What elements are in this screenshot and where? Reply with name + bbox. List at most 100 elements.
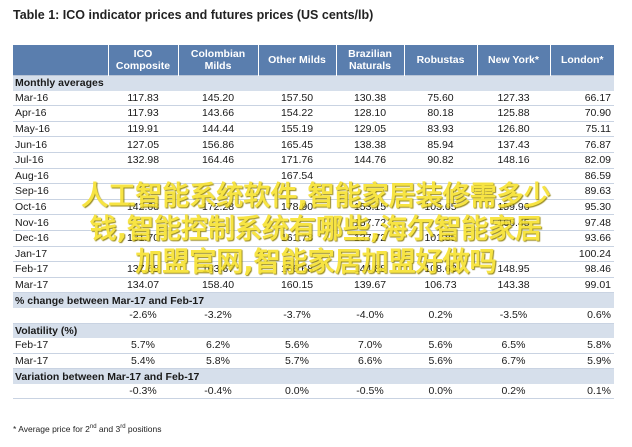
table-cell: 137.72 xyxy=(336,230,404,247)
row-label: May-16 xyxy=(13,121,108,138)
table-cell xyxy=(178,214,258,231)
row-label: Apr-16 xyxy=(13,105,108,122)
section-label: Volatility (%) xyxy=(13,322,614,339)
table-cell: 178.90 xyxy=(258,199,336,216)
table-cell xyxy=(178,246,258,263)
row-label: Nov-16 xyxy=(13,214,108,231)
table-cell xyxy=(404,183,477,200)
column-header: New York* xyxy=(476,45,550,76)
table-cell xyxy=(477,168,550,185)
row-label: Sep-16 xyxy=(13,183,108,200)
footnote-sup: rd xyxy=(120,424,126,431)
table-cell: 163.67 xyxy=(178,261,258,278)
table-cell: 76.87 xyxy=(550,136,614,153)
table-cell: 5.6% xyxy=(404,338,477,354)
table-cell: 5.8% xyxy=(550,338,614,354)
table-cell: 5.6% xyxy=(258,338,336,354)
table-cell: 156.86 xyxy=(178,136,258,153)
table-cell: 172.28 xyxy=(178,199,258,216)
summary-cell: -0.3% xyxy=(108,383,178,400)
table-cell: 100.24 xyxy=(550,246,614,263)
table-cell: 95.30 xyxy=(550,199,614,216)
table-cell: 5.6% xyxy=(404,353,477,370)
table-row: Oct-16 142.68 172.28 178.90 153.15 103.65 159.… xyxy=(13,199,614,216)
table-cell: 89.63 xyxy=(550,183,614,200)
summary-cell: -0.4% xyxy=(178,383,258,400)
table-cell: 82.09 xyxy=(550,152,614,169)
table-cell: 108.63 xyxy=(404,261,477,278)
table-cell xyxy=(108,214,178,231)
summary-cell: -2.6% xyxy=(108,307,178,324)
table-cell: 159.96 xyxy=(477,199,550,216)
table-cell: 134.07 xyxy=(108,277,178,294)
table-cell xyxy=(178,168,258,185)
table-cell: 125.88 xyxy=(477,105,550,122)
summary-cell: 0.0% xyxy=(258,383,336,400)
table-cell: 99.01 xyxy=(550,277,614,294)
footnote-prefix: * Average price for 2 xyxy=(13,424,90,434)
row-label: Mar-17 xyxy=(13,353,108,370)
table-cell: 6.5% xyxy=(477,338,550,354)
table-row: Jun-16 127.05 156.86 165.45 138.38 85.94 137.4… xyxy=(13,136,614,153)
table-cell: 6.6% xyxy=(336,353,404,370)
table-cell: 117.93 xyxy=(108,105,178,122)
table-cell: 153.15 xyxy=(336,199,404,216)
table-row: Aug-16 167.54 86.59 xyxy=(13,168,614,185)
summary-cell: 0.2% xyxy=(404,307,477,324)
table-cell xyxy=(108,183,178,200)
table-cell xyxy=(178,230,258,247)
table-cell xyxy=(477,230,550,247)
table-cell: 161.78 xyxy=(258,230,336,247)
section-header-row: Variation between Mar-17 and Feb-17 xyxy=(13,368,614,384)
summary-cell: 0.6% xyxy=(550,307,614,324)
table-cell xyxy=(258,246,336,263)
table-row: Nov-16 157.72 165.45 97.48 xyxy=(13,214,614,231)
table-title: Table 1: ICO indicator prices and future… xyxy=(13,8,374,22)
table-cell: 66.17 xyxy=(550,90,614,107)
section-header-row: Monthly averages xyxy=(13,74,614,91)
table-cell xyxy=(404,168,477,185)
table-body: Monthly averages Mar-16 117.83 145.20 157.50… xyxy=(13,74,614,400)
footnote: * Average price for 2nd and 3rd position… xyxy=(13,424,161,434)
row-label: Jun-16 xyxy=(13,136,108,153)
table-cell xyxy=(108,168,178,185)
table-cell: 5.8% xyxy=(178,353,258,370)
table-cell: 154.22 xyxy=(258,105,336,122)
row-label: Mar-16 xyxy=(13,90,108,107)
footnote-sup: nd xyxy=(89,424,97,431)
table-cell: 158.40 xyxy=(178,277,258,294)
row-label: Jan-17 xyxy=(13,246,108,263)
table-cell: 148.95 xyxy=(477,261,550,278)
table-cell: 6.7% xyxy=(477,353,550,370)
section-header-row: % change between Mar-17 and Feb-17 xyxy=(13,292,614,308)
table-cell: 7.0% xyxy=(336,338,404,354)
table-cell: 137.68 xyxy=(108,261,178,278)
table-cell: 117.83 xyxy=(108,90,178,107)
summary-cell: -3.2% xyxy=(178,307,258,324)
table-row: Feb-17 137.68 163.67 166.68 144.88 108.63 148.… xyxy=(13,261,614,278)
table-cell xyxy=(336,183,404,200)
column-header: Colombian Milds xyxy=(177,45,258,76)
table-row: Mar-16 117.83 145.20 157.50 130.38 75.60 127.3… xyxy=(13,90,614,107)
table-row: Apr-16 117.93 143.66 154.22 128.10 80.18 125.8… xyxy=(13,105,614,122)
table-cell: 103.65 xyxy=(404,199,477,216)
table-cell: 75.60 xyxy=(404,90,477,107)
table-cell: 144.76 xyxy=(336,152,404,169)
table-cell: 126.80 xyxy=(477,121,550,138)
column-header: Brazilian Naturals xyxy=(335,45,404,76)
table-cell: 83.93 xyxy=(404,121,477,138)
table-cell: 165.45 xyxy=(258,136,336,153)
table-cell: 157.72 xyxy=(336,214,404,231)
table-cell: 144.88 xyxy=(336,261,404,278)
section-label: Variation between Mar-17 and Feb-17 xyxy=(13,368,614,384)
table-row: Mar-17 134.07 158.40 160.15 139.67 106.73 143.… xyxy=(13,277,614,294)
footnote-middle: and 3 xyxy=(96,424,121,434)
price-table: ICO Composite Colombian Milds Other Mild… xyxy=(13,45,614,400)
summary-cell: -0.5% xyxy=(336,383,404,400)
table-cell: 160.15 xyxy=(258,277,336,294)
header-row: ICO Composite Colombian Milds Other Mild… xyxy=(13,45,614,76)
table-cell: 70.90 xyxy=(550,105,614,122)
table-cell: 167.54 xyxy=(258,168,336,185)
row-label: Aug-16 xyxy=(13,168,108,185)
table-cell xyxy=(404,214,477,231)
